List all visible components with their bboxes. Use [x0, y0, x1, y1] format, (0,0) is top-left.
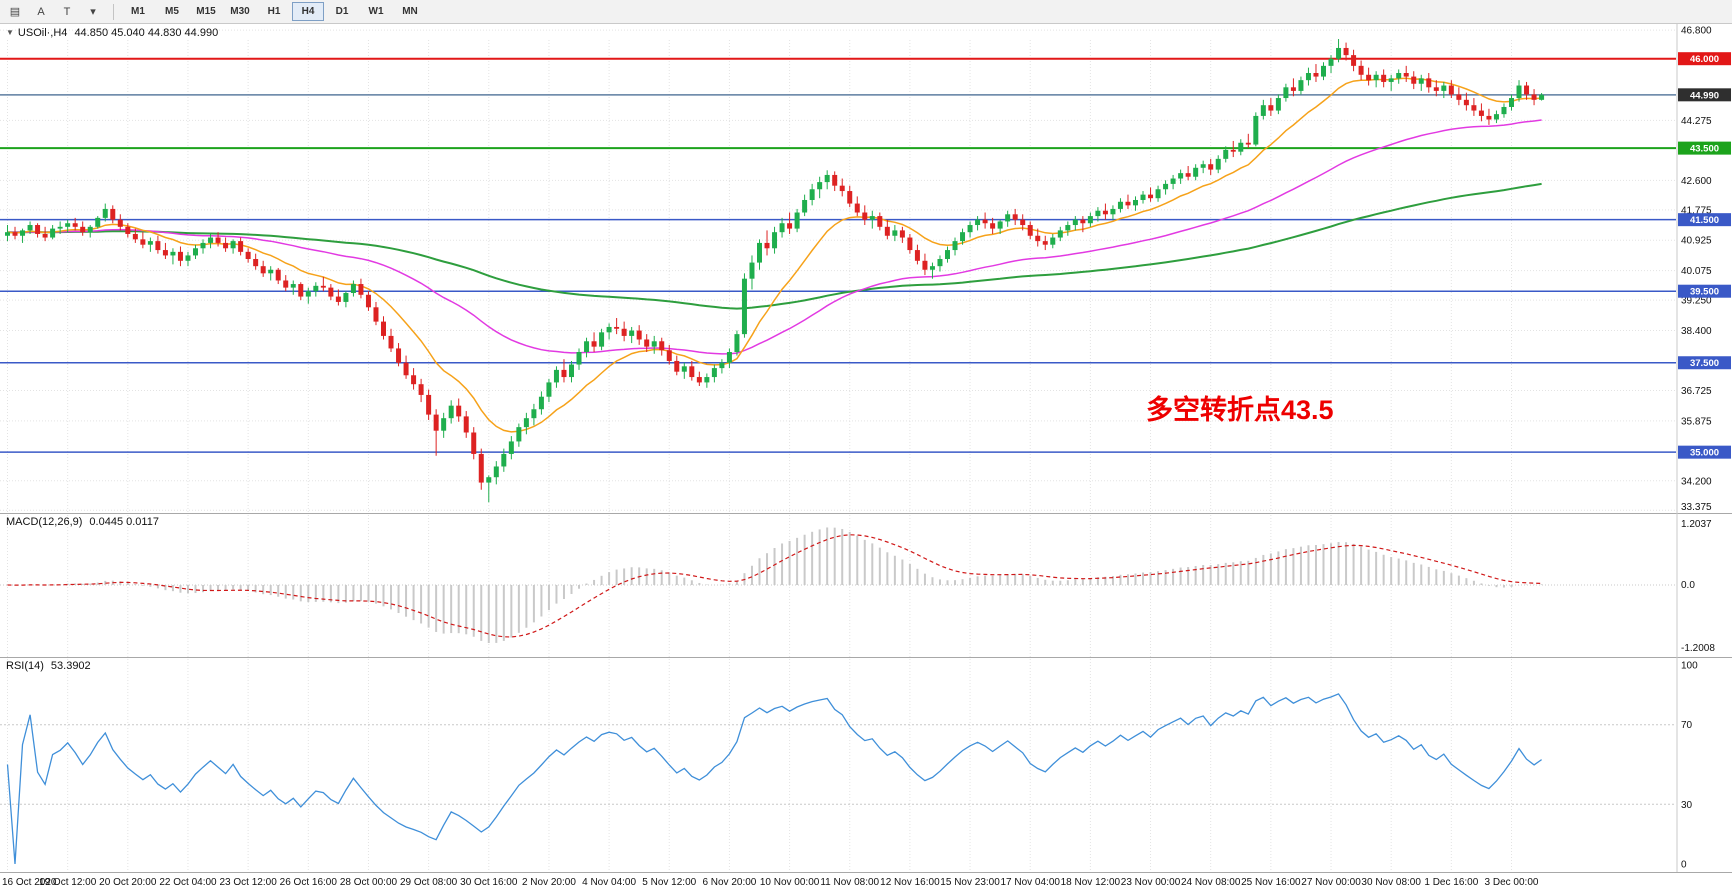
timeframe-button-m5[interactable]: M5 [165, 6, 179, 17]
svg-text:17 Nov 04:00: 17 Nov 04:00 [1000, 877, 1060, 888]
svg-text:37.500: 37.500 [1690, 358, 1719, 369]
svg-text:40.925: 40.925 [1681, 236, 1712, 247]
svg-text:46.000: 46.000 [1690, 54, 1719, 65]
svg-text:42.600: 42.600 [1681, 176, 1712, 187]
svg-text:23 Oct 12:00: 23 Oct 12:00 [220, 877, 278, 888]
arrow-tool-icon[interactable]: A [37, 5, 45, 18]
main-chart-panel[interactable]: 46.800 44.275 42.600 41.775 40.925 40.075 39.2… [0, 24, 1732, 513]
svg-text:39.500: 39.500 [1690, 287, 1719, 298]
tools-dropdown-icon[interactable]: ▾ [90, 6, 96, 18]
svg-text:44.990: 44.990 [1690, 90, 1719, 101]
rsi-panel[interactable]: 100 70 30 0 RSI(14) 53.3902 [0, 657, 1732, 872]
svg-text:0: 0 [1681, 860, 1687, 871]
toolbar: ▤ A T ▾ M1 M5 M15 M30 H1 H4 D1 W1 MN [0, 0, 1732, 24]
svg-text:3 Dec 00:00: 3 Dec 00:00 [1485, 877, 1539, 888]
svg-text:30 Nov 08:00: 30 Nov 08:00 [1361, 877, 1421, 888]
svg-text:10 Nov 00:00: 10 Nov 00:00 [760, 877, 820, 888]
svg-text:34.200: 34.200 [1681, 476, 1712, 487]
toolbar-icons: ▤ A T ▾ [2, 2, 106, 22]
svg-text:35.875: 35.875 [1681, 416, 1712, 427]
indicators-list-icon[interactable]: ▤ [9, 6, 21, 18]
svg-text:15 Nov 23:00: 15 Nov 23:00 [940, 877, 1000, 888]
timeframe-button-h4[interactable]: H4 [292, 2, 324, 21]
svg-text:35.000: 35.000 [1690, 448, 1719, 459]
svg-text:41.500: 41.500 [1690, 215, 1719, 226]
svg-text:18 Nov 12:00: 18 Nov 12:00 [1061, 877, 1121, 888]
svg-text:19 Oct 12:00: 19 Oct 12:00 [39, 877, 97, 888]
svg-text:2 Nov 20:00: 2 Nov 20:00 [522, 877, 576, 888]
svg-text:25 Nov 16:00: 25 Nov 16:00 [1241, 877, 1301, 888]
svg-text:24 Nov 08:00: 24 Nov 08:00 [1181, 877, 1241, 888]
svg-text:12 Nov 16:00: 12 Nov 16:00 [880, 877, 940, 888]
svg-text:29 Oct 08:00: 29 Oct 08:00 [400, 877, 458, 888]
svg-text:20 Oct 20:00: 20 Oct 20:00 [99, 877, 157, 888]
svg-text:30 Oct 16:00: 30 Oct 16:00 [460, 877, 518, 888]
svg-text:23 Nov 00:00: 23 Nov 00:00 [1121, 877, 1181, 888]
svg-text:70: 70 [1681, 720, 1693, 731]
main-chart-svg[interactable]: 46.800 44.275 42.600 41.775 40.925 40.075 39.2… [0, 24, 1732, 513]
svg-text:100: 100 [1681, 661, 1698, 672]
timeframe-button-w1[interactable]: W1 [368, 6, 384, 17]
svg-text:44.275: 44.275 [1681, 116, 1712, 127]
rsi-svg[interactable]: 100 70 30 0 [0, 657, 1732, 872]
svg-text:11 Nov 08:00: 11 Nov 08:00 [820, 877, 879, 888]
svg-text:46.800: 46.800 [1681, 26, 1712, 37]
svg-text:41.775: 41.775 [1681, 205, 1712, 216]
timeframe-buttons: M1 M5 M15 M30 H1 H4 D1 W1 MN [121, 2, 427, 21]
timeframe-button-m15[interactable]: M15 [196, 6, 216, 17]
svg-text:27 Nov 00:00: 27 Nov 00:00 [1301, 877, 1361, 888]
timeframe-button-d1[interactable]: D1 [335, 6, 349, 17]
text-tool-icon[interactable]: T [63, 5, 71, 18]
svg-text:28 Oct 00:00: 28 Oct 00:00 [340, 877, 398, 888]
svg-text:0.0: 0.0 [1681, 580, 1695, 591]
svg-text:16 Oct 2020: 16 Oct 2020 [2, 877, 57, 888]
timeframe-button-mn[interactable]: MN [402, 6, 418, 17]
svg-text:6 Nov 20:00: 6 Nov 20:00 [702, 877, 756, 888]
svg-text:40.075: 40.075 [1681, 266, 1712, 277]
svg-text:26 Oct 16:00: 26 Oct 16:00 [280, 877, 338, 888]
macd-svg[interactable]: 1.2037 0.0 -1.2008 [0, 513, 1732, 657]
svg-text:39.250: 39.250 [1681, 296, 1712, 307]
svg-text:1.2037: 1.2037 [1681, 519, 1712, 530]
time-axis[interactable]: 16 Oct 2020 19 Oct 12:00 20 Oct 20:00 22 Oc… [0, 872, 1732, 892]
svg-text:4 Nov 04:00: 4 Nov 04:00 [582, 877, 636, 888]
svg-text:43.500: 43.500 [1690, 144, 1719, 155]
timeframe-button-h1[interactable]: H1 [267, 6, 281, 17]
svg-text:33.375: 33.375 [1681, 502, 1712, 513]
svg-text:30: 30 [1681, 800, 1693, 811]
svg-text:-1.2008: -1.2008 [1681, 643, 1715, 654]
toolbar-separator [113, 3, 114, 20]
macd-panel[interactable]: 1.2037 0.0 -1.2008 MACD(12,26,9) 0.0445 0.0… [0, 513, 1732, 657]
timeframe-button-m30[interactable]: M30 [230, 6, 250, 17]
svg-text:1 Dec 16:00: 1 Dec 16:00 [1424, 877, 1478, 888]
svg-text:5 Nov 12:00: 5 Nov 12:00 [642, 877, 696, 888]
svg-text:38.400: 38.400 [1681, 326, 1712, 337]
svg-text:22 Oct 04:00: 22 Oct 04:00 [159, 877, 217, 888]
timeframe-button-m1[interactable]: M1 [131, 6, 145, 17]
svg-text:36.725: 36.725 [1681, 386, 1712, 397]
